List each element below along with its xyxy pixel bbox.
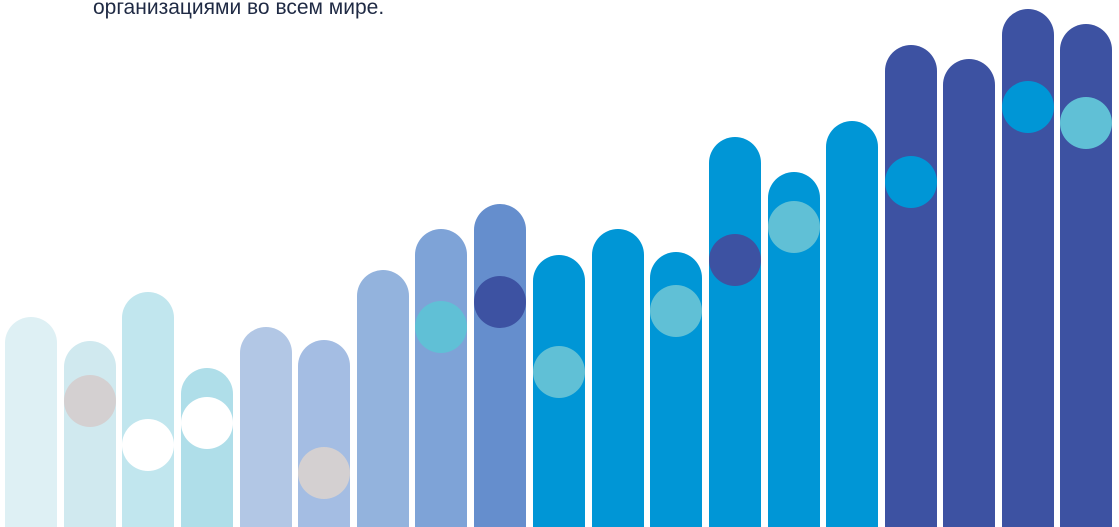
decorative-bar — [533, 255, 585, 527]
decorative-dot — [768, 201, 820, 253]
decorative-bar — [357, 270, 409, 527]
decorative-bar — [64, 341, 116, 527]
decorative-bar — [5, 317, 57, 527]
decorative-dot — [650, 285, 702, 337]
decorative-bar — [885, 45, 937, 527]
decorative-dot — [1002, 81, 1054, 133]
decorative-dot — [474, 276, 526, 328]
decorative-bar — [122, 292, 174, 527]
caption-text: организациями во всем мире. — [93, 0, 385, 19]
decorative-bar — [826, 121, 878, 527]
decorative-dot — [415, 301, 467, 353]
decorative-bar — [240, 327, 292, 527]
decorative-bar — [181, 368, 233, 527]
decorative-dot — [533, 346, 585, 398]
decorative-bar — [709, 137, 761, 527]
decorative-bar — [474, 204, 526, 527]
decorative-bar — [592, 229, 644, 527]
decorative-dot — [298, 447, 350, 499]
decorative-dot — [709, 234, 761, 286]
decorative-dot — [64, 375, 116, 427]
decorative-bar — [1002, 9, 1054, 527]
decorative-bar — [1060, 24, 1112, 527]
decorative-bar — [415, 229, 467, 527]
decorative-bar — [768, 172, 820, 527]
decorative-bar — [650, 252, 702, 527]
decorative-dot — [181, 397, 233, 449]
decorative-dot — [1060, 97, 1112, 149]
decorative-dot — [885, 156, 937, 208]
decorative-bar — [298, 340, 350, 527]
decorative-dot — [122, 419, 174, 471]
decorative-bar — [943, 59, 995, 527]
